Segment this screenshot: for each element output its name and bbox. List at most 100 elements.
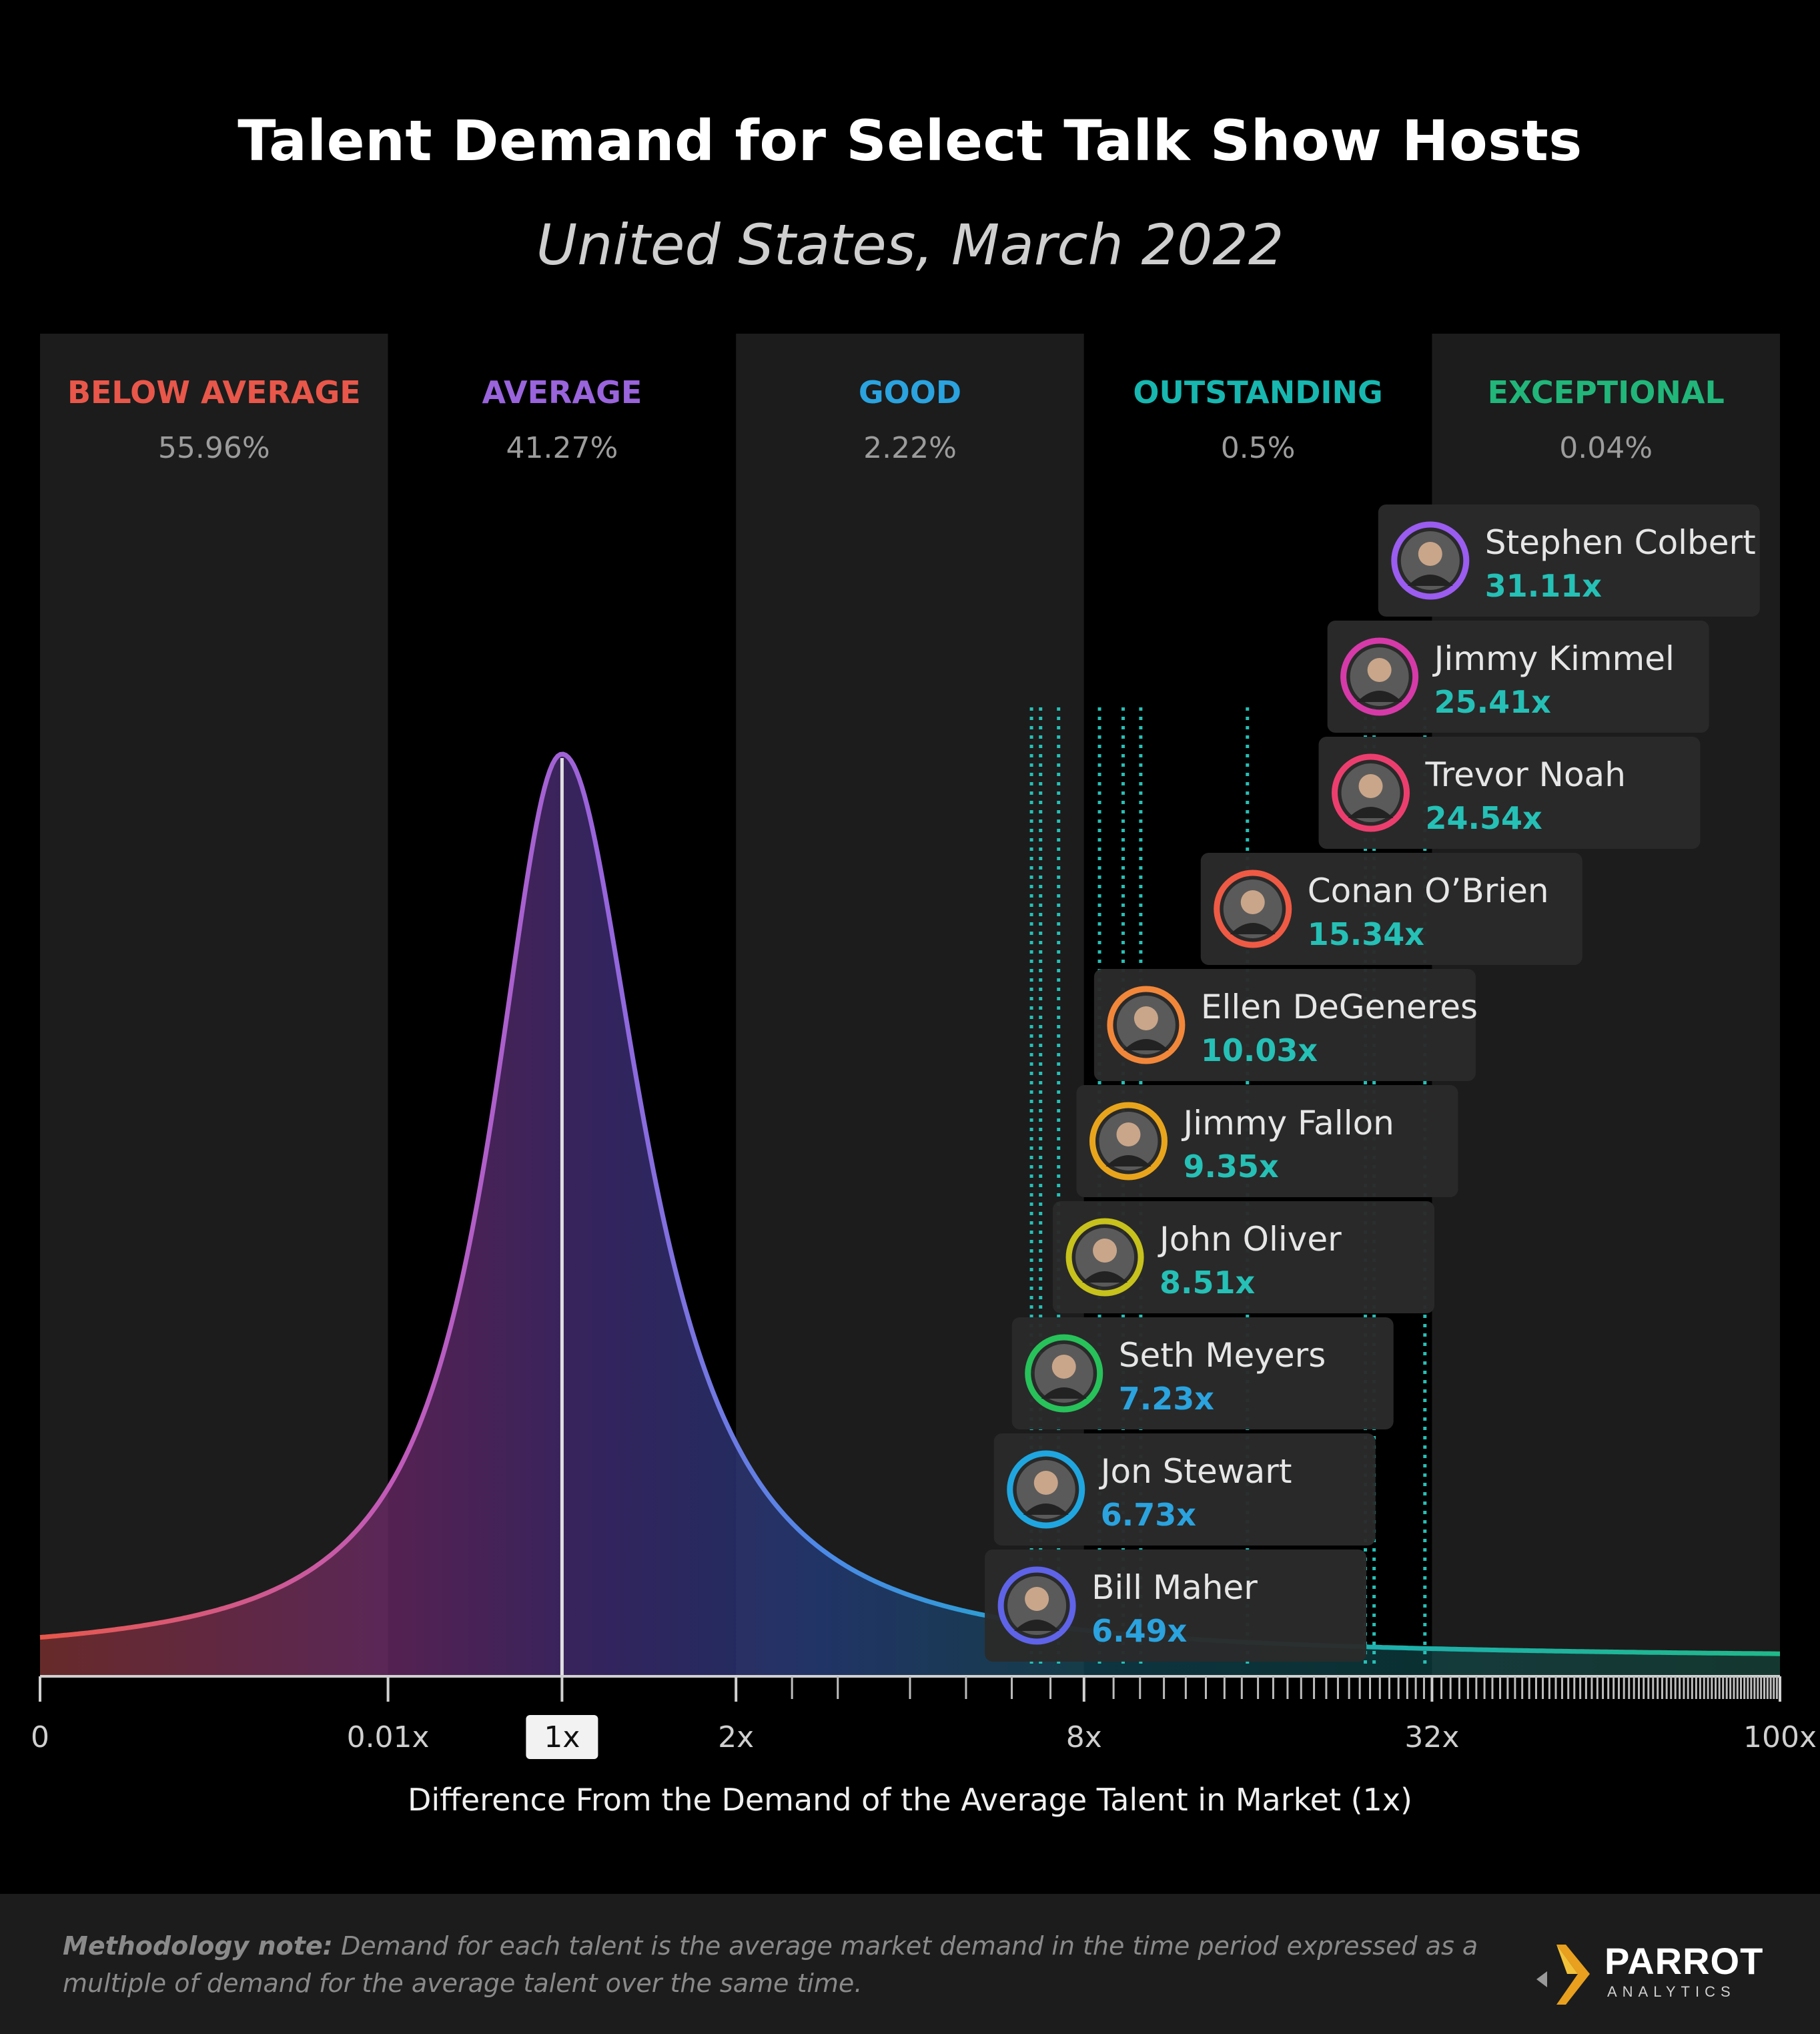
card-background — [1053, 1201, 1435, 1313]
band-label: OUTSTANDING — [1133, 374, 1382, 410]
avatar-body — [1105, 1155, 1152, 1166]
logo-name: PARROT — [1605, 1940, 1764, 1982]
avatar-body — [1356, 691, 1402, 702]
talent-card: Jimmy Fallon 9.35x — [1076, 1085, 1458, 1197]
avatar-body — [1014, 1620, 1060, 1631]
footer: Methodology note: Demand for each talent… — [0, 1894, 1820, 2034]
talent-card: Jimmy Kimmel 25.41x — [1327, 621, 1709, 733]
talent-card: Jon Stewart 6.73x — [993, 1433, 1376, 1546]
avatar-body — [1023, 1503, 1069, 1515]
avatar-ring — [1107, 986, 1186, 1064]
parrot-logo-icon — [1536, 1945, 1590, 2005]
talent-cards: Stephen Colbert 31.11x Jimmy Kimmel 25.41x T… — [985, 504, 1760, 1662]
card-background — [1200, 853, 1582, 965]
talent-value: 15.34x — [1308, 916, 1424, 952]
band-percent: 41.27% — [506, 431, 618, 465]
band-percent: 55.96% — [158, 431, 270, 465]
talent-name: Jimmy Fallon — [1181, 1104, 1394, 1142]
curve-line — [39, 751, 1780, 1656]
avatar-body — [1348, 807, 1394, 818]
band-label: AVERAGE — [482, 374, 642, 410]
card-background — [1076, 1085, 1458, 1197]
talent-card: Ellen DeGeneres 10.03x — [1093, 969, 1478, 1081]
avatar-face — [1367, 658, 1392, 682]
avatar-ring — [1007, 1450, 1085, 1529]
avatar-ring — [997, 1566, 1076, 1645]
talent-value: 9.35x — [1183, 1148, 1278, 1184]
avatar-face — [1418, 542, 1442, 566]
chart-subtitle: United States, March 2022 — [536, 212, 1284, 278]
avatar-face — [1033, 1471, 1058, 1495]
tick-label: 0 — [31, 1720, 49, 1754]
talent-name: Ellen DeGeneres — [1201, 988, 1478, 1026]
avatar-face — [1051, 1355, 1076, 1379]
highlighted-tick-box — [526, 1715, 598, 1759]
tick-label: 0.01x — [347, 1720, 430, 1754]
avatar-ring — [1025, 1334, 1103, 1413]
talent-name: Seth Meyers — [1119, 1336, 1326, 1375]
avatar-face — [1116, 1122, 1141, 1146]
talent-name: Bill Maher — [1091, 1568, 1258, 1607]
demand-chart: BELOW AVERAGE 55.96% AVERAGE 41.27% GOOD 2.22… — [31, 334, 1817, 1759]
band-label: BELOW AVERAGE — [67, 374, 361, 410]
talent-card: Seth Meyers 7.23x — [1011, 1317, 1394, 1429]
avatar-ring — [1065, 1218, 1144, 1297]
card-background — [1093, 969, 1476, 1081]
avatar-face — [1240, 890, 1265, 914]
logo-sub: ANALYTICS — [1607, 1983, 1736, 2000]
avatar-ring — [1340, 637, 1419, 716]
talent-name: Jon Stewart — [1099, 1452, 1292, 1491]
card-background — [985, 1550, 1367, 1662]
card-background — [1011, 1317, 1394, 1429]
talent-value: 24.54x — [1426, 800, 1542, 836]
talent-value: 8.51x — [1160, 1265, 1255, 1301]
x-axis-label: Difference From the Demand of the Averag… — [407, 1782, 1412, 1818]
band-label: GOOD — [859, 374, 961, 410]
talent-name: Jimmy Kimmel — [1432, 639, 1675, 678]
band-percent: 0.04% — [1559, 431, 1653, 465]
card-background — [1378, 504, 1760, 617]
chart-title: Talent Demand for Select Talk Show Hosts — [238, 108, 1582, 174]
talent-card: Trevor Noah 24.54x — [1318, 737, 1701, 849]
avatar-ring — [1391, 521, 1470, 600]
curve-area — [40, 754, 1780, 1676]
tick-label: 100x — [1743, 1720, 1817, 1754]
talent-value: 31.11x — [1485, 568, 1602, 604]
tick-label: 8x — [1066, 1720, 1102, 1754]
talent-value: 10.03x — [1201, 1032, 1318, 1068]
avatar-ring — [1332, 753, 1410, 832]
avatar-face — [1358, 774, 1383, 798]
talent-name: Stephen Colbert — [1485, 523, 1756, 562]
talent-card: Stephen Colbert 31.11x — [1378, 504, 1760, 617]
talent-value: 6.73x — [1101, 1497, 1196, 1533]
avatar-body — [1041, 1387, 1087, 1399]
avatar-body — [1082, 1271, 1128, 1283]
avatar-ring — [1089, 1102, 1168, 1180]
band-percent: 0.5% — [1221, 431, 1296, 465]
tick-label: 2x — [718, 1720, 754, 1754]
x-axis: 0 0.01x 1x 2x 8x 32x 100x — [31, 1675, 1817, 1759]
avatar-body — [1230, 923, 1276, 934]
methodology-label: Methodology note: — [63, 1931, 333, 1961]
talent-value: 6.49x — [1091, 1613, 1187, 1649]
card-background — [1327, 621, 1709, 733]
card-background — [993, 1433, 1376, 1546]
band-0 — [40, 334, 388, 1676]
methodology-note: Methodology note: Demand for each talent… — [63, 1927, 1504, 2002]
parrot-logo: PARROT ANALYTICS — [1524, 1939, 1765, 2006]
talent-card: John Oliver 8.51x — [1053, 1201, 1435, 1313]
avatar-ring — [1214, 870, 1292, 948]
avatar-face — [1133, 1006, 1158, 1030]
card-background — [1318, 737, 1701, 849]
talent-value: 25.41x — [1434, 684, 1551, 720]
talent-name: John Oliver — [1158, 1220, 1342, 1259]
talent-name: Conan O’Brien — [1308, 872, 1549, 910]
avatar-body — [1407, 575, 1453, 586]
tick-label: 32x — [1404, 1720, 1459, 1754]
talent-name: Trevor Noah — [1425, 755, 1626, 794]
methodology-text: Demand for each talent is the average ma… — [63, 1931, 1478, 1998]
talent-value: 7.23x — [1119, 1381, 1214, 1417]
talent-card: Conan O’Brien 15.34x — [1200, 853, 1582, 965]
tick-label: 1x — [544, 1720, 580, 1754]
avatar-face — [1093, 1239, 1117, 1263]
